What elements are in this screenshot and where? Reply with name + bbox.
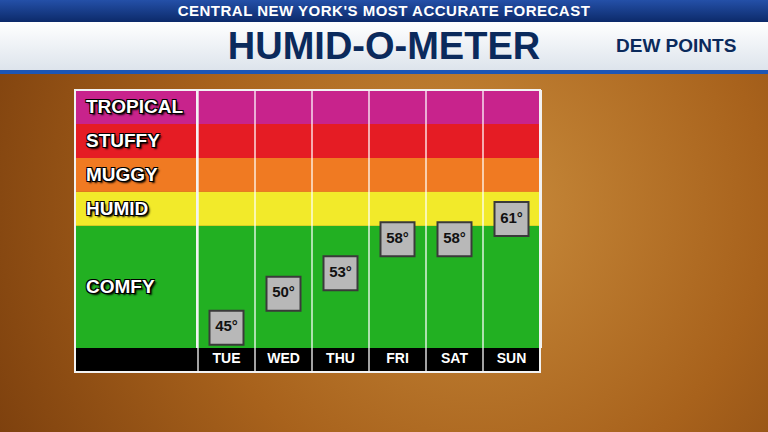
html-text:HUMID-O-METER: HUMID-O-METER xyxy=(227,25,541,67)
svg-text:THU: THU xyxy=(326,350,355,366)
svg-text:58°: 58° xyxy=(443,229,466,246)
svg-text:45°: 45° xyxy=(215,317,238,334)
svg-text:TUE: TUE xyxy=(213,350,241,366)
svg-text:HUMID: HUMID xyxy=(86,198,148,219)
html-text:DEW POINTS: DEW POINTS xyxy=(616,35,737,56)
svg-text:TROPICAL: TROPICAL xyxy=(86,96,184,117)
svg-text:50°: 50° xyxy=(272,283,295,300)
svg-text:STUFFY: STUFFY xyxy=(86,130,160,151)
svg-text:61°: 61° xyxy=(500,209,523,226)
svg-text:FRI: FRI xyxy=(386,350,409,366)
svg-text:58°: 58° xyxy=(386,229,409,246)
svg-text:WED: WED xyxy=(267,350,300,366)
svg-text:53°: 53° xyxy=(329,263,352,280)
svg-text:COMFY: COMFY xyxy=(86,276,155,297)
svg-text:MUGGY: MUGGY xyxy=(86,164,158,185)
html-text:CENTRAL NEW YORK'S MOST ACCURA: CENTRAL NEW YORK'S MOST ACCURATE FORECAS… xyxy=(177,2,591,19)
svg-text:SUN: SUN xyxy=(497,350,527,366)
svg-text:SAT: SAT xyxy=(441,350,468,366)
